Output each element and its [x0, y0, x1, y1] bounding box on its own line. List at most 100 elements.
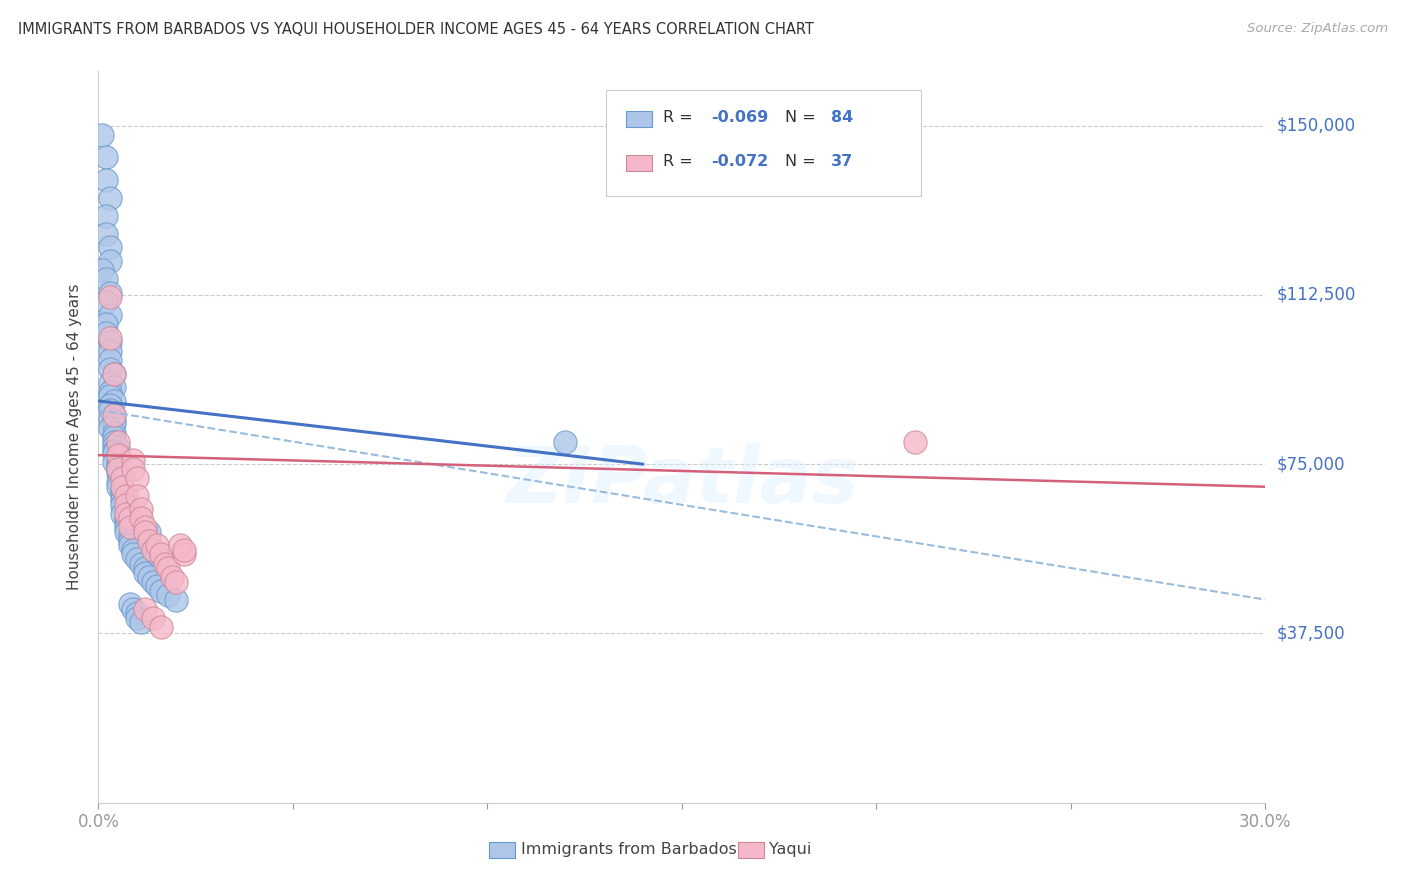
Point — [118, 529, 141, 543]
Point — [96, 150, 118, 164]
Point — [153, 557, 176, 571]
FancyBboxPatch shape — [606, 90, 921, 195]
Point — [129, 511, 152, 525]
Point — [103, 414, 125, 428]
FancyBboxPatch shape — [626, 154, 651, 171]
Point — [103, 367, 125, 381]
Point — [173, 548, 195, 562]
Point — [127, 471, 149, 485]
Text: Yaqui: Yaqui — [769, 842, 811, 857]
Point — [107, 450, 129, 465]
Point — [103, 367, 125, 381]
Point — [107, 452, 129, 467]
Point — [111, 471, 134, 485]
Point — [118, 533, 141, 548]
Point — [107, 448, 129, 462]
Point — [142, 543, 165, 558]
Point — [107, 457, 129, 471]
Point — [904, 434, 927, 449]
Point — [103, 380, 125, 394]
Point — [114, 524, 136, 539]
Point — [127, 552, 149, 566]
Point — [122, 461, 145, 475]
Point — [107, 466, 129, 480]
Point — [149, 620, 172, 634]
Text: N =: N = — [785, 110, 821, 125]
Point — [98, 331, 121, 345]
Point — [103, 408, 125, 422]
Point — [98, 335, 121, 350]
Point — [114, 498, 136, 512]
Point — [127, 606, 149, 620]
Point — [122, 543, 145, 558]
Point — [98, 240, 121, 254]
Text: 37: 37 — [831, 153, 853, 169]
Text: Immigrants from Barbados: Immigrants from Barbados — [520, 842, 737, 857]
Point — [91, 263, 114, 277]
Point — [91, 128, 114, 142]
Text: -0.069: -0.069 — [711, 110, 768, 125]
Text: IMMIGRANTS FROM BARBADOS VS YAQUI HOUSEHOLDER INCOME AGES 45 - 64 YEARS CORRELAT: IMMIGRANTS FROM BARBADOS VS YAQUI HOUSEH… — [18, 22, 814, 37]
Point — [134, 601, 156, 615]
Point — [103, 446, 125, 460]
Point — [162, 570, 184, 584]
Point — [114, 507, 136, 521]
FancyBboxPatch shape — [738, 841, 763, 858]
Point — [138, 533, 160, 548]
Point — [122, 452, 145, 467]
Point — [114, 502, 136, 516]
Point — [118, 597, 141, 611]
Point — [127, 610, 149, 624]
Point — [134, 566, 156, 580]
Point — [98, 308, 121, 322]
Point — [103, 443, 125, 458]
Point — [165, 574, 187, 589]
FancyBboxPatch shape — [489, 841, 515, 858]
Point — [146, 579, 169, 593]
Point — [98, 399, 121, 413]
Point — [157, 588, 180, 602]
Point — [142, 610, 165, 624]
Point — [157, 561, 180, 575]
Point — [103, 434, 125, 449]
Point — [103, 430, 125, 444]
Point — [98, 389, 121, 403]
Point — [114, 511, 136, 525]
Point — [142, 574, 165, 589]
Point — [103, 408, 125, 422]
Y-axis label: Householder Income Ages 45 - 64 years: Householder Income Ages 45 - 64 years — [67, 284, 83, 591]
Point — [129, 502, 152, 516]
Text: $150,000: $150,000 — [1277, 117, 1355, 135]
Point — [134, 520, 156, 534]
Point — [103, 394, 125, 409]
Point — [173, 543, 195, 558]
Point — [134, 524, 156, 539]
Point — [111, 464, 134, 478]
Point — [122, 601, 145, 615]
Point — [107, 434, 129, 449]
FancyBboxPatch shape — [626, 111, 651, 127]
Point — [96, 272, 118, 286]
Point — [169, 538, 191, 552]
Point — [107, 475, 129, 490]
Point — [107, 480, 129, 494]
Point — [111, 480, 134, 494]
Point — [98, 285, 121, 300]
Point — [118, 538, 141, 552]
Text: R =: R = — [664, 153, 699, 169]
Point — [149, 583, 172, 598]
Point — [96, 326, 118, 341]
Point — [107, 461, 129, 475]
Point — [111, 507, 134, 521]
Text: R =: R = — [664, 110, 699, 125]
Point — [98, 191, 121, 205]
Point — [127, 489, 149, 503]
Point — [98, 403, 121, 417]
Point — [103, 417, 125, 431]
Text: $37,500: $37,500 — [1277, 624, 1346, 642]
Point — [146, 548, 169, 562]
Point — [111, 493, 134, 508]
Text: ZIPatlas: ZIPatlas — [506, 443, 858, 519]
Point — [111, 471, 134, 485]
Point — [165, 592, 187, 607]
